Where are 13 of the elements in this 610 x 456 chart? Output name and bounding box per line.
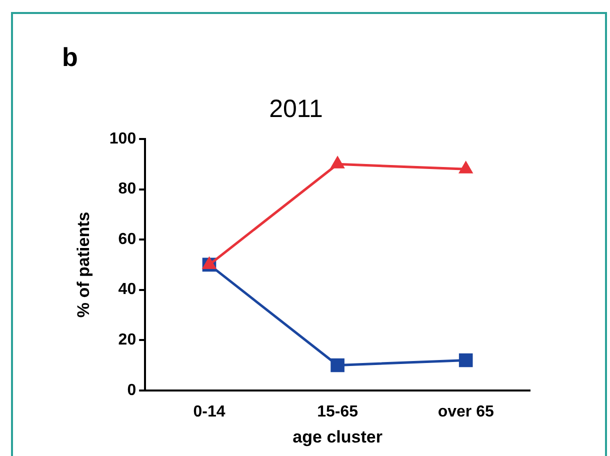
x-tick-label: 0-14 [193,403,226,420]
x-tick-label: 15-65 [317,403,358,420]
y-tick-label: 0 [127,382,136,399]
y-axis-title: % of patients [74,212,93,318]
y-tick-label: 100 [109,130,136,148]
y-tick-label: 20 [118,332,136,349]
x-tick-label: over 65 [438,403,494,420]
chart-title: 2011 [269,94,323,123]
y-tick-label: 40 [118,281,136,298]
y-tick-label: 60 [118,230,136,248]
y-tick-label: 80 [118,180,136,198]
text: b [62,42,78,73]
x-axis-title: age cluster [292,427,383,446]
